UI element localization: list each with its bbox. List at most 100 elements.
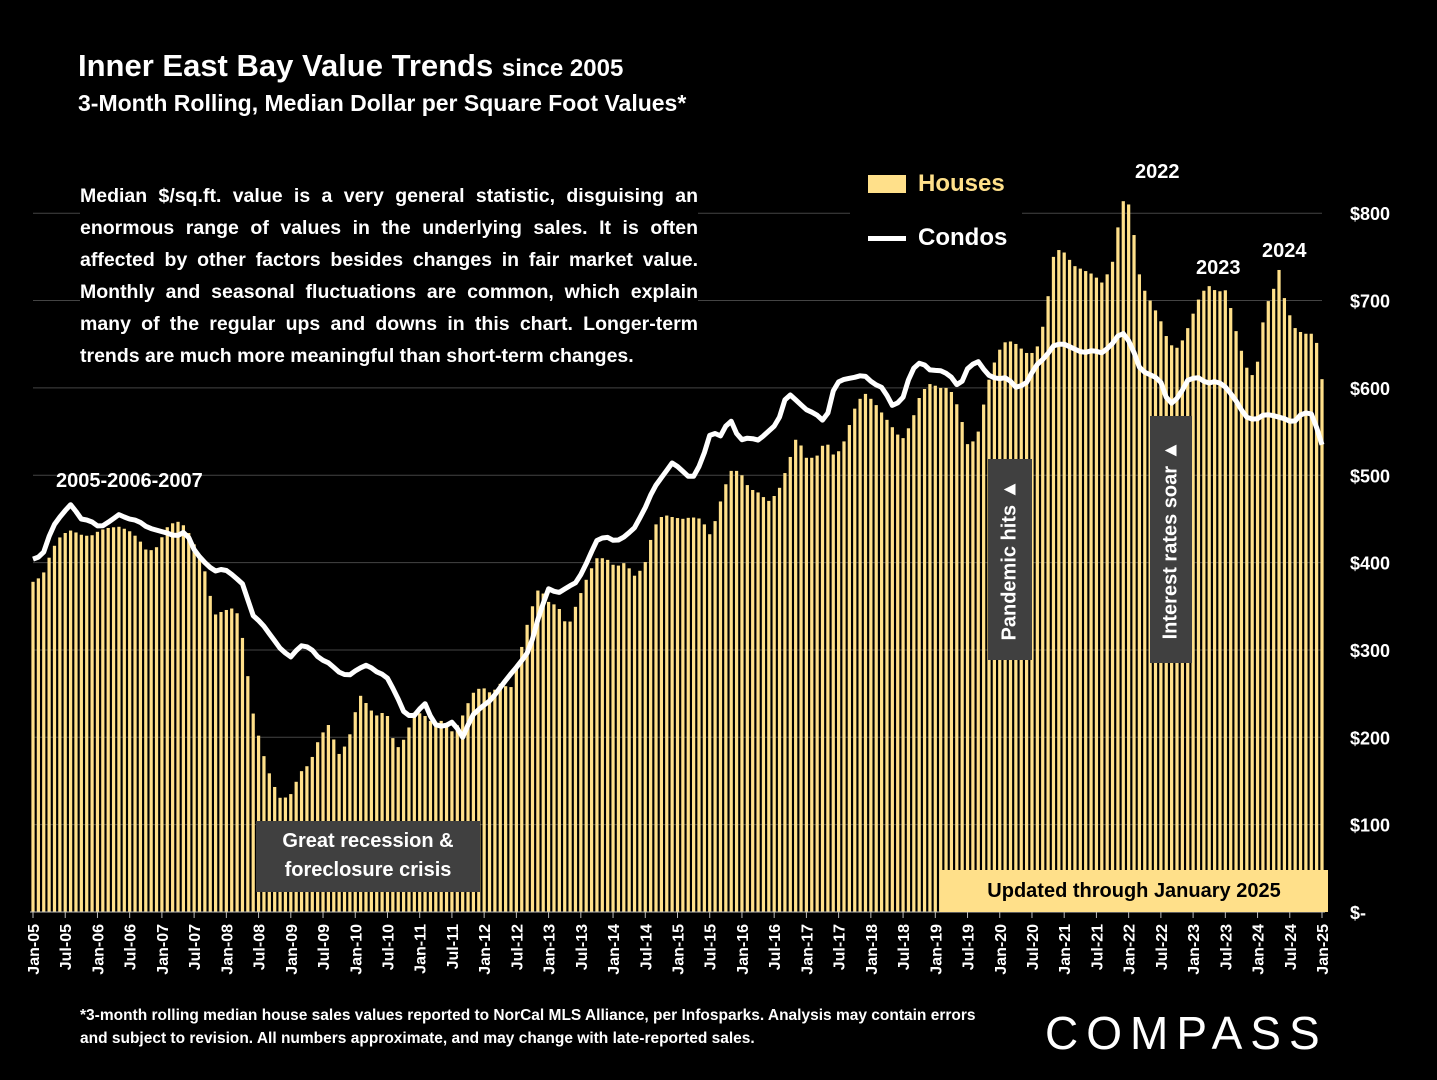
house-bar — [965, 444, 970, 912]
house-bar — [1067, 259, 1072, 912]
house-bar — [788, 456, 792, 912]
house-bar — [1094, 277, 1099, 913]
house-bar — [831, 454, 835, 912]
house-bar — [144, 549, 148, 912]
house-bar — [584, 579, 588, 912]
house-bar — [1078, 268, 1082, 912]
house-bar — [815, 455, 819, 912]
house-bar — [434, 723, 438, 912]
house-bar — [713, 521, 717, 912]
x-tick-label: Jan-10 — [348, 924, 365, 975]
x-tick-label: Jan-05 — [26, 924, 43, 975]
x-tick-label: Jul-15 — [703, 924, 720, 970]
house-bar — [246, 676, 250, 912]
house-bar — [1062, 252, 1066, 912]
house-bar — [160, 537, 164, 912]
house-bar — [649, 539, 653, 912]
house-bar — [498, 683, 502, 912]
house-bar — [659, 517, 663, 912]
house-bar — [853, 408, 857, 912]
house-bar — [471, 692, 476, 912]
x-tick-label: Jul-19 — [961, 924, 978, 970]
x-tick-label: Jul-17 — [832, 924, 849, 970]
house-bar — [1035, 346, 1039, 912]
house-bar — [509, 687, 513, 912]
house-bar — [1051, 256, 1056, 912]
house-bar — [42, 572, 46, 912]
house-bar — [428, 720, 433, 912]
house-bar — [702, 524, 706, 912]
house-bar — [466, 703, 470, 912]
x-tick-label: Jan-08 — [219, 924, 236, 975]
house-bar — [1255, 361, 1260, 912]
house-bar — [1046, 296, 1050, 912]
house-bar — [1057, 250, 1061, 912]
house-bar — [928, 384, 932, 912]
x-tick-label: Jul-09 — [316, 924, 333, 970]
rates-label: Interest rates soar ▲ — [1159, 440, 1182, 639]
house-bar — [638, 570, 642, 912]
compass-logo: COMPASS — [1045, 1007, 1328, 1059]
house-bar — [122, 528, 126, 912]
house-bar — [643, 562, 647, 912]
x-tick-label: Jul-10 — [380, 924, 397, 970]
house-bar — [385, 716, 390, 912]
x-tick-label: Jul-23 — [1218, 924, 1235, 970]
y-tick-label: $300 — [1350, 641, 1390, 661]
house-bar — [359, 695, 363, 912]
house-bar — [896, 434, 900, 912]
house-bar — [504, 686, 508, 912]
house-bar — [525, 624, 529, 912]
house-bar — [804, 457, 809, 912]
house-bar — [917, 397, 921, 912]
house-bar — [665, 515, 669, 912]
house-bar — [407, 727, 411, 912]
x-tick-label: Jul-24 — [1283, 924, 1300, 970]
house-bar — [563, 621, 567, 912]
house-bar — [863, 393, 868, 913]
house-bar — [1202, 290, 1206, 912]
house-bar — [1223, 290, 1227, 912]
house-bar — [890, 427, 894, 912]
house-bar — [493, 689, 497, 912]
house-bar — [380, 713, 384, 912]
house-bar — [439, 720, 443, 912]
y-tick-label: $700 — [1350, 292, 1390, 312]
house-bar — [364, 703, 368, 912]
house-bar — [611, 564, 615, 912]
house-bar — [697, 518, 701, 912]
x-tick-label: Jan-22 — [1122, 924, 1139, 975]
house-bar — [810, 457, 814, 912]
legend-condos-label: Condos — [918, 224, 1008, 251]
x-tick-label: Jan-14 — [606, 924, 623, 975]
house-bar — [197, 557, 202, 912]
house-bar — [1196, 299, 1201, 912]
y-tick-label: $100 — [1350, 816, 1390, 836]
house-bar — [955, 404, 959, 912]
x-tick-label: Jan-18 — [864, 924, 881, 975]
house-bar — [1320, 379, 1324, 912]
house-bar — [1073, 266, 1077, 912]
house-bar — [939, 387, 943, 912]
house-bar — [412, 712, 416, 912]
house-bar — [154, 547, 159, 912]
house-bar — [1266, 301, 1270, 912]
house-bar — [1272, 288, 1276, 912]
legend-houses-label: Houses — [918, 170, 1005, 197]
x-tick-label: Jan-17 — [799, 924, 816, 975]
house-bar — [133, 535, 137, 912]
house-bar — [869, 398, 873, 913]
house-bar — [423, 716, 427, 912]
x-tick-label: Jul-06 — [123, 924, 140, 970]
x-tick-label: Jul-22 — [1154, 924, 1171, 970]
house-bar — [1110, 261, 1115, 912]
house-bar — [1207, 286, 1211, 913]
x-axis-ticks: Jan-05 Jul-05 Jan-06 Jul-06 Jan-07 Jul-07 Jan-… — [26, 912, 1332, 975]
x-tick-label: Jul-14 — [638, 924, 655, 970]
house-bar — [1212, 290, 1217, 912]
house-bar — [767, 500, 771, 912]
x-tick-label: Jan-19 — [928, 924, 945, 975]
house-bar — [85, 535, 89, 912]
house-bar — [595, 558, 599, 912]
